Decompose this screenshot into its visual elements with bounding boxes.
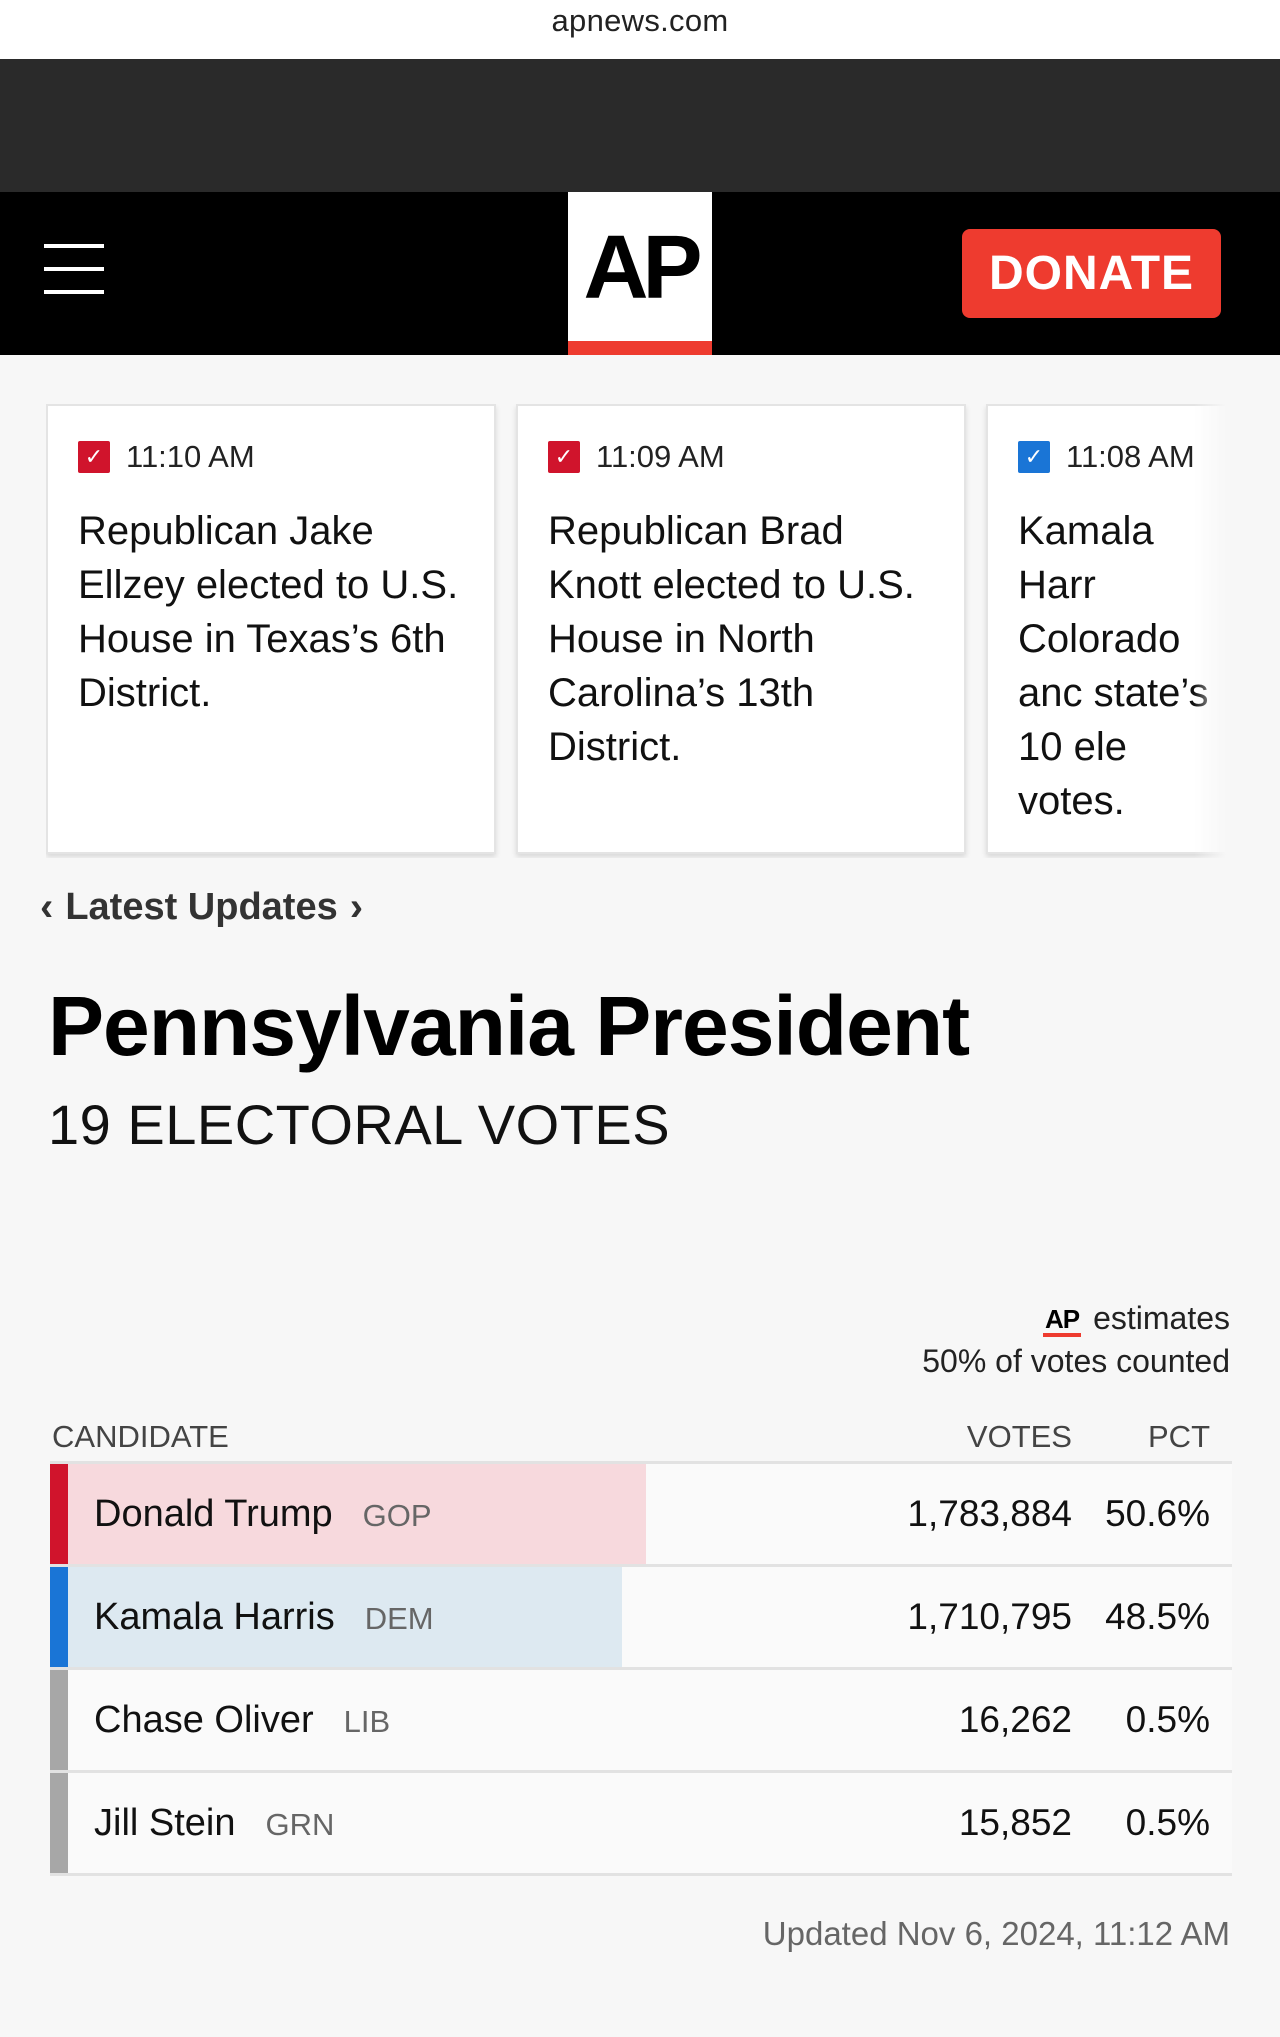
party-color-strip (50, 1773, 68, 1873)
candidate-name: Donald Trump (94, 1492, 333, 1535)
update-card[interactable]: ✓ 11:08 AM Kamala Harr Colorado anc stat… (986, 404, 1234, 854)
update-time: 11:08 AM (1066, 439, 1195, 474)
ap-estimates: AP estimates 50% of votes counted (922, 1297, 1230, 1380)
update-time: 11:10 AM (126, 439, 255, 474)
column-pct: PCT (1148, 1418, 1210, 1454)
candidate-pct: 48.5% (1105, 1596, 1210, 1637)
checkmark-icon: ✓ (548, 441, 580, 473)
update-headline: Republican Jake Ellzey elected to U.S. H… (78, 509, 459, 715)
update-card[interactable]: ✓ 11:09 AM Republican Brad Knott elected… (516, 404, 966, 854)
candidate-votes: 1,710,795 (907, 1596, 1072, 1637)
update-headline: Kamala Harr Colorado anc state’s 10 ele … (1018, 509, 1209, 823)
party-color-strip (50, 1464, 68, 1564)
candidate-pct: 0.5% (1125, 1699, 1210, 1740)
table-row: Donald Trump GOP 1,783,884 50.6% (50, 1464, 1232, 1567)
party-color-strip (50, 1567, 68, 1667)
column-candidate: CANDIDATE (52, 1418, 229, 1454)
page-title: Pennsylvania President (48, 979, 970, 1073)
candidate-votes: 1,783,884 (907, 1493, 1072, 1534)
candidate-name-cell: Kamala Harris DEM (50, 1596, 872, 1639)
results-header: CANDIDATE VOTES PCT (50, 1412, 1232, 1464)
candidate-name: Chase Oliver (94, 1698, 314, 1741)
chevron-right-icon[interactable]: › (349, 884, 364, 929)
candidate-name-cell: Donald Trump GOP (50, 1493, 872, 1536)
updated-timestamp: Updated Nov 6, 2024, 11:12 AM (762, 1915, 1230, 1952)
latest-updates-label[interactable]: Latest Updates (65, 885, 338, 928)
ap-logo[interactable]: AP (568, 192, 712, 355)
update-headline: Republican Brad Knott elected to U.S. Ho… (548, 509, 915, 769)
share-bar (68, 1464, 646, 1564)
candidate-name-cell: Jill Stein GRN (50, 1802, 872, 1845)
candidate-name: Kamala Harris (94, 1595, 335, 1638)
carousel-fade (1194, 404, 1234, 858)
latest-updates-carousel[interactable]: ✓ 11:10 AM Republican Jake Ellzey electe… (46, 404, 1234, 858)
candidate-votes: 15,852 (958, 1802, 1072, 1843)
url-text: apnews.com (551, 2, 729, 38)
donate-button[interactable]: DONATE (962, 229, 1221, 318)
table-row: Chase Oliver LIB 16,262 0.5% (50, 1670, 1232, 1773)
candidate-party: DEM (364, 1600, 434, 1636)
candidate-party: LIB (343, 1703, 391, 1739)
ad-banner (0, 59, 1280, 192)
menu-icon[interactable] (44, 244, 104, 294)
latest-updates-nav: ‹ Latest Updates › (40, 882, 363, 932)
ap-mini-logo: AP (1042, 1305, 1082, 1337)
table-row: Jill Stein GRN 15,852 0.5% (50, 1773, 1232, 1876)
chevron-left-icon[interactable]: ‹ (40, 884, 54, 929)
electoral-votes: 19 ELECTORAL VOTES (48, 1093, 671, 1156)
candidate-pct: 0.5% (1125, 1802, 1210, 1843)
party-color-strip (50, 1670, 68, 1770)
share-bar (68, 1567, 622, 1667)
estimates-label: estimates (1093, 1300, 1230, 1336)
votes-counted: 50% of votes counted (922, 1343, 1230, 1379)
table-row: Kamala Harris DEM 1,710,795 48.5% (50, 1567, 1232, 1670)
candidate-party: GOP (362, 1497, 432, 1533)
results-table: CANDIDATE VOTES PCT Donald Trump GOP 1,783… (50, 1412, 1232, 1876)
update-card[interactable]: ✓ 11:10 AM Republican Jake Ellzey electe… (46, 404, 496, 854)
checkmark-icon: ✓ (78, 441, 110, 473)
update-time: 11:09 AM (596, 439, 725, 474)
checkmark-icon: ✓ (1018, 441, 1050, 473)
candidate-party: GRN (265, 1806, 335, 1842)
column-votes: VOTES (966, 1418, 1072, 1454)
candidate-name: Jill Stein (94, 1801, 236, 1844)
browser-url-bar[interactable]: apnews.com (0, 0, 1280, 59)
site-header: AP DONATE (0, 192, 1280, 355)
candidate-pct: 50.6% (1105, 1493, 1210, 1534)
watermark (1050, 1982, 1250, 2016)
candidate-votes: 16,262 (958, 1699, 1072, 1740)
candidate-name-cell: Chase Oliver LIB (50, 1699, 872, 1742)
